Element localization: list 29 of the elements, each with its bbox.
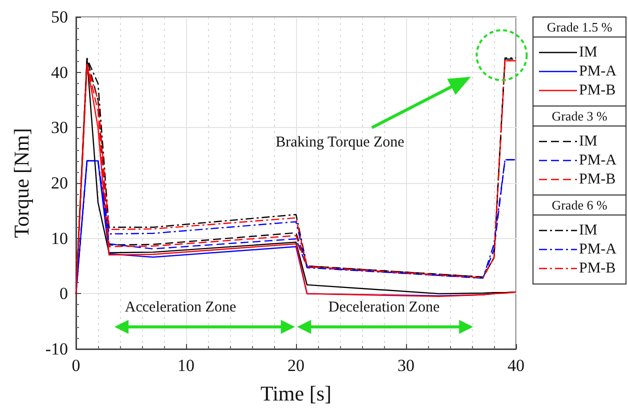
legend-label: PM-A: [579, 242, 617, 258]
x-tick-label: 30: [398, 356, 414, 375]
y-tick-label: 50: [51, 8, 68, 26]
x-tick-label: 0: [72, 356, 80, 375]
legend-label: PM-A: [579, 152, 617, 168]
x-axis-title: Time [s]: [260, 382, 332, 406]
y-tick-label: 30: [51, 118, 68, 138]
legend-label: IM: [579, 222, 598, 238]
x-tick-label: 20: [288, 356, 304, 375]
text: Grade 3 %: [552, 108, 608, 124]
y-tick-label: 0: [60, 284, 68, 304]
annotation: Acceleration Zone: [124, 300, 236, 316]
x-tick-label: 10: [178, 356, 194, 375]
text: Grade 1.5 %: [546, 20, 612, 34]
y-tick-label: 40: [51, 62, 68, 82]
y-axis-title: Torque [Nm]: [10, 128, 34, 238]
legend-label: PM-B: [579, 172, 616, 188]
y-tick-label: 10: [51, 228, 68, 248]
legend-label: PM-A: [579, 64, 617, 80]
legend-label: PM-B: [579, 82, 616, 98]
annotation: Braking Torque Zone: [276, 134, 405, 151]
text: Grade 6 %: [552, 198, 608, 212]
annotation: Deceleration Zone: [328, 300, 440, 316]
y-tick-label: -10: [45, 340, 68, 358]
legend-label: IM: [579, 44, 598, 60]
legend-label: IM: [579, 134, 598, 150]
legend-label: PM-B: [579, 260, 616, 276]
y-tick-label: 20: [51, 174, 68, 192]
x-tick-label: 40: [508, 356, 524, 375]
